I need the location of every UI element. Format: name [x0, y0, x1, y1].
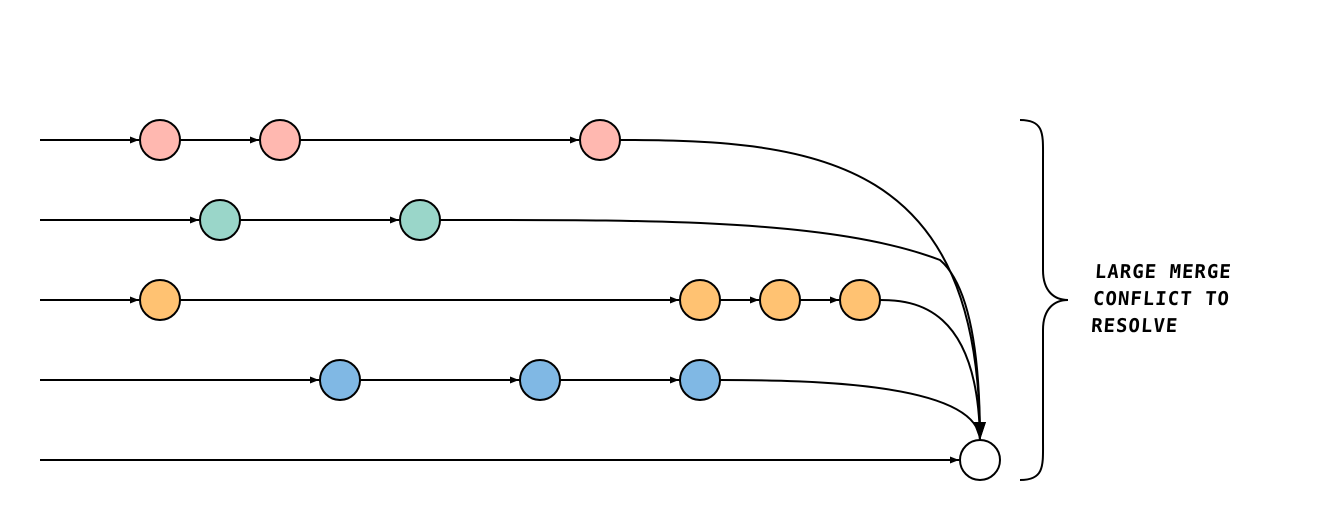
merge-curve — [619, 139, 986, 441]
commit-node — [519, 359, 561, 401]
commit-node — [579, 119, 621, 161]
merge-conflict-annotation: LARGE MERGE CONFLICT TO RESOLVE — [1090, 259, 1233, 340]
commit-node — [679, 359, 721, 401]
curly-brace — [1019, 119, 1069, 481]
merge-curve — [719, 379, 986, 441]
commit-node — [679, 279, 721, 321]
merge-curve — [879, 299, 986, 441]
commit-node — [139, 279, 181, 321]
annotation-line: RESOLVE — [1090, 315, 1179, 337]
annotation-line: CONFLICT TO — [1092, 288, 1231, 310]
annotation-line: LARGE MERGE — [1094, 261, 1233, 283]
commit-node — [759, 279, 801, 321]
merge-commit-node — [959, 439, 1001, 481]
merge-curve — [439, 218, 986, 441]
commit-node — [839, 279, 881, 321]
commit-node — [399, 199, 441, 241]
commit-node — [259, 119, 301, 161]
commit-node — [139, 119, 181, 161]
commit-node — [319, 359, 361, 401]
commit-node — [199, 199, 241, 241]
